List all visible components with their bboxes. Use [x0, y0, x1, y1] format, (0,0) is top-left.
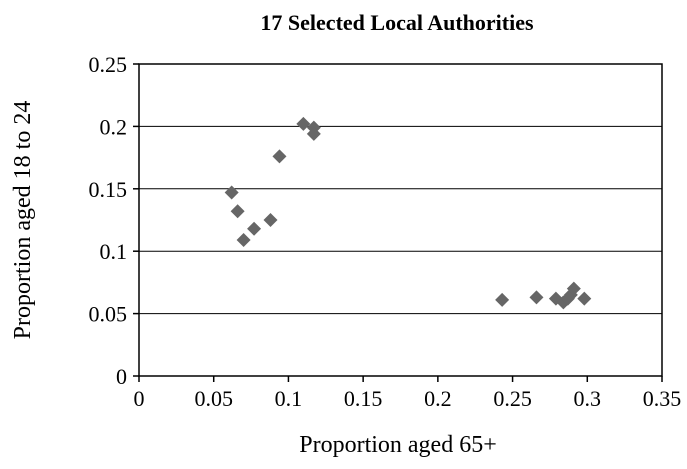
x-tick-label: 0.1: [275, 386, 303, 411]
x-tick-label: 0.3: [574, 386, 602, 411]
plot-area: [138, 63, 663, 377]
x-tick-label: 0.2: [424, 386, 452, 411]
data-point: [529, 290, 544, 305]
data-point: [566, 281, 581, 296]
data-point: [247, 221, 262, 236]
data-point: [495, 292, 510, 307]
data-point: [296, 116, 311, 131]
y-tick-label: 0.05: [89, 302, 128, 327]
data-point: [272, 149, 287, 164]
y-tick-label: 0: [116, 364, 127, 389]
y-tick-label: 0.2: [100, 114, 128, 139]
y-axis: 0 0.05 0.1 0.15 0.2 0.25: [89, 52, 139, 389]
x-tick-label: 0.05: [194, 386, 233, 411]
x-tick-label: 0: [134, 386, 145, 411]
x-axis-label: Proportion aged 65+: [299, 432, 497, 458]
chart-title: 17 Selected Local Authorities: [260, 10, 534, 35]
data-point: [577, 291, 592, 306]
data-point: [224, 185, 239, 200]
data-point: [236, 232, 251, 247]
x-axis: 0 0.05 0.1 0.15 0.2 0.25 0.3 0.35: [134, 376, 682, 411]
data-point: [306, 126, 321, 141]
y-tick-label: 0.25: [89, 52, 128, 77]
y-axis-label: Proportion aged 18 to 24: [10, 101, 36, 340]
y-tick-label: 0.15: [89, 177, 128, 202]
data-point: [263, 213, 278, 227]
gridlines: [139, 125, 662, 315]
x-tick-label: 0.25: [493, 386, 532, 411]
data-point: [230, 204, 245, 219]
x-tick-label: 0.15: [344, 386, 383, 411]
y-tick-label: 0.1: [100, 239, 128, 264]
data-points: [224, 116, 592, 310]
x-tick-label: 0.35: [643, 386, 682, 411]
